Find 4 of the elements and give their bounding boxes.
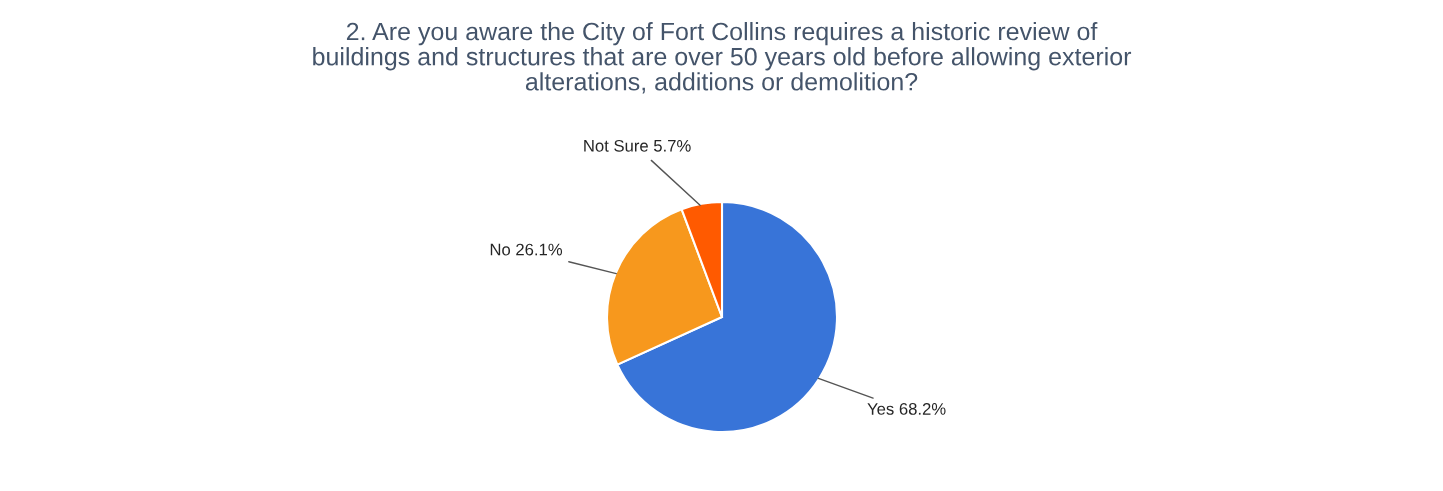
slice-label: Yes 68.2% (867, 403, 946, 415)
chart-title: 2. Are you aware the City of Fort Collins requires a historic review of buildings and structures that are over 50 years old before allowing exterior alterations, additions or demolition? (313, 22, 1132, 94)
slice-label: Not Sure 5.7% (584, 139, 691, 152)
slice-label: No 26.1% (490, 243, 563, 256)
